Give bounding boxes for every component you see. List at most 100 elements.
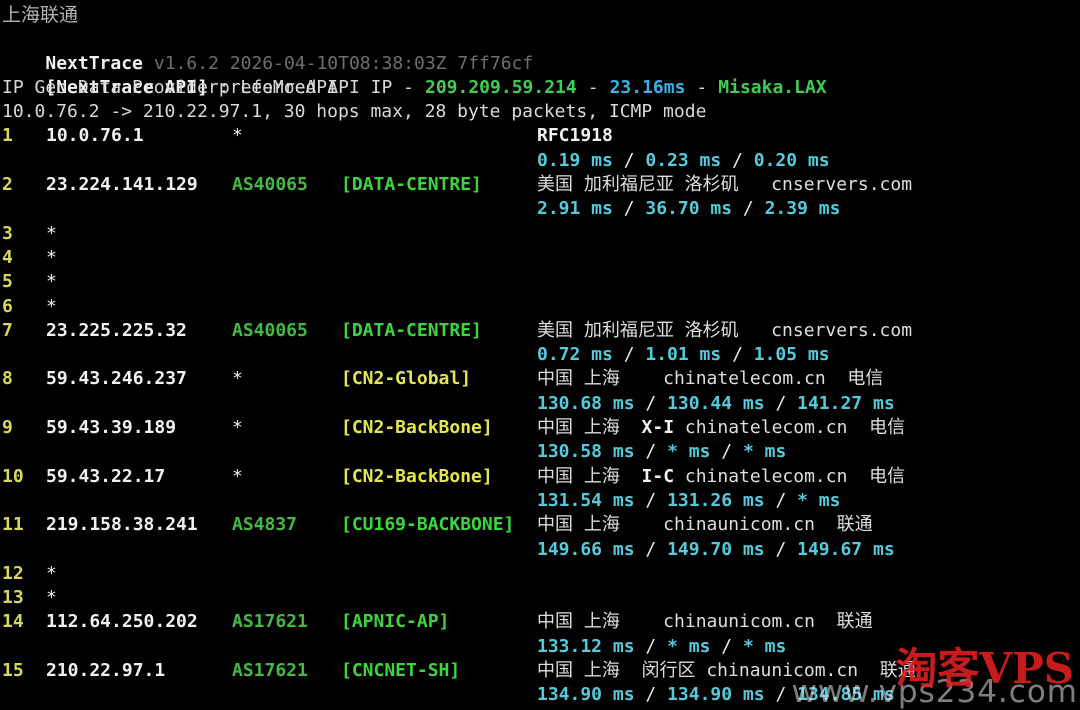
window-title: 上海联通 xyxy=(2,4,79,26)
hop-asn: * xyxy=(232,417,243,439)
rtt-separator: / xyxy=(634,441,668,463)
rtt-separator: / xyxy=(612,344,646,366)
rtt-separator: / xyxy=(721,149,754,171)
geo-segment: 美国 加利福尼亚 洛杉矶 cnservers.com xyxy=(537,174,913,196)
rtt-separator: / xyxy=(634,489,668,511)
hop-asn: AS4837 xyxy=(232,514,298,536)
hop-rtt: 0.19 ms / 0.23 ms / 0.20 ms xyxy=(537,149,830,173)
rtt-separator: / xyxy=(634,392,668,414)
hop-row: 1 10.0.76.1 * RFC1918 xyxy=(0,124,1080,148)
trace-summary-line: 10.0.76.2 -> 210.22.97.1, 30 hops max, 2… xyxy=(2,101,707,123)
hop-geo: 中国 上海 I-C chinatelecom.cn 电信 xyxy=(537,465,905,489)
hop-ip: * xyxy=(46,295,57,317)
hop-row: 5 * xyxy=(0,270,1080,294)
rtt-value: 149.66 ms xyxy=(537,538,635,560)
api-latency: 23.16ms xyxy=(609,76,686,98)
hop-row: 2 23.224.141.129 AS40065 [DATA-CENTRE] 美国 加利… xyxy=(0,173,1080,197)
hop-geo: 中国 上海 chinaunicom.cn 联通 xyxy=(537,610,873,634)
rtt-value: 130.58 ms xyxy=(537,441,635,463)
rtt-separator: / xyxy=(612,149,646,171)
api-label: [NextTrace API] xyxy=(45,76,208,98)
hop-row: 4 * xyxy=(0,246,1080,270)
rtt-value: 36.70 ms xyxy=(645,198,733,220)
api-line: [NextTrace API] preferred API IP - 209.209… xyxy=(0,52,1080,98)
hop-tag: [CN2-Global] xyxy=(341,368,472,390)
hop-ip: * xyxy=(46,246,57,268)
hop-geo: RFC1918 xyxy=(537,124,613,148)
hop-asn: * xyxy=(232,368,243,390)
rtt-value: 2.91 ms xyxy=(537,198,613,220)
hop-rtt: 134.90 ms / 134.90 ms / 134.85 ms xyxy=(537,683,895,707)
rtt-value: 149.70 ms xyxy=(667,538,765,560)
geo-segment: 中国 上海 chinaunicom.cn 联通 xyxy=(537,611,873,633)
hop-ip: 10.0.76.1 xyxy=(46,125,144,147)
hop-asn: AS17621 xyxy=(232,611,308,633)
rtt-separator: / xyxy=(710,441,743,463)
hop-row: 14 112.64.250.202 AS17621 [APNIC-AP] 中国 上海 c… xyxy=(0,610,1080,634)
hop-rtt: 130.68 ms / 130.44 ms / 141.27 ms xyxy=(537,392,895,416)
rtt-separator: / xyxy=(612,198,646,220)
geo-segment: I-C xyxy=(641,465,675,487)
hop-tag: [CN2-BackBone] xyxy=(341,417,493,439)
hop-rtt-row: 0.19 ms / 0.23 ms / 0.20 ms xyxy=(0,149,1080,173)
rtt-value: 131.26 ms xyxy=(667,489,765,511)
hop-number: 12 xyxy=(2,562,24,584)
hop-rtt: 130.58 ms / * ms / * ms xyxy=(537,440,786,464)
hop-ip: 112.64.250.202 xyxy=(46,611,198,633)
hop-number: 14 xyxy=(2,611,24,633)
hop-ip: * xyxy=(46,587,57,609)
separator: - xyxy=(696,76,708,98)
geo-segment: chinatelecom.cn 电信 xyxy=(674,417,906,439)
version-line: NextTrace v1.6.2 2026-04-10T08:38:03Z 7ff… xyxy=(0,27,1080,74)
rtt-separator: / xyxy=(634,635,668,657)
hop-geo: 美国 加利福尼亚 洛杉矶 cnservers.com xyxy=(537,319,912,343)
rtt-separator: / xyxy=(732,198,765,220)
version-info: v1.6.2 2026-04-10T08:38:03Z 7ff76cf xyxy=(153,52,534,74)
rtt-value: 133.12 ms xyxy=(537,635,635,657)
hop-ip: * xyxy=(46,222,57,244)
rtt-value: 134.90 ms xyxy=(667,684,765,706)
rtt-value: * ms xyxy=(667,441,711,463)
hop-rtt-row: 149.66 ms / 149.70 ms / 149.67 ms xyxy=(0,538,1080,562)
rtt-separator: / xyxy=(764,392,798,414)
rtt-value: 2.39 ms xyxy=(764,198,841,220)
api-node: Misaka.LAX xyxy=(718,76,827,98)
rtt-value: 130.44 ms xyxy=(667,392,765,414)
hop-asn: AS40065 xyxy=(232,174,308,196)
hop-number: 9 xyxy=(2,417,13,439)
rtt-value: 134.90 ms xyxy=(537,684,635,706)
hop-tag: [DATA-CENTRE] xyxy=(341,174,482,196)
hop-number: 13 xyxy=(2,587,24,609)
hop-rtt-row: 131.54 ms / 131.26 ms / * ms xyxy=(0,489,1080,513)
hop-ip: 59.43.22.17 xyxy=(46,465,166,487)
rtt-value: 141.27 ms xyxy=(797,392,895,414)
hop-rtt: 2.91 ms / 36.70 ms / 2.39 ms xyxy=(537,197,840,221)
hop-ip: 23.224.141.129 xyxy=(46,174,198,196)
hop-tag: [APNIC-AP] xyxy=(341,611,450,633)
rtt-value: 0.19 ms xyxy=(537,149,613,171)
rtt-value: 1.05 ms xyxy=(753,344,830,366)
rtt-separator: / xyxy=(710,635,743,657)
hop-number: 8 xyxy=(2,368,13,390)
hop-row: 3 * xyxy=(0,222,1080,246)
api-text: preferred API IP - xyxy=(218,76,414,98)
rtt-separator: / xyxy=(634,684,668,706)
rtt-separator: / xyxy=(764,489,798,511)
rtt-separator: / xyxy=(634,538,668,560)
hop-geo: 中国 上海 chinatelecom.cn 电信 xyxy=(537,367,883,391)
rtt-value: 149.67 ms xyxy=(797,538,895,560)
hop-tag: [CU169-BACKBONE] xyxy=(341,514,515,536)
hop-geo: 美国 加利福尼亚 洛杉矶 cnservers.com xyxy=(537,173,912,197)
hop-number: 3 xyxy=(2,222,13,244)
geo-provider-line: IP Geo Data Provider: LeoMoeAPI xyxy=(2,76,338,98)
hop-asn: * xyxy=(232,125,243,147)
geo-segment: 中国 上海 chinaunicom.cn 联通 xyxy=(537,514,873,536)
hop-row: 12 * xyxy=(0,562,1080,586)
rtt-separator: / xyxy=(764,684,798,706)
hop-asn: AS40065 xyxy=(232,319,308,341)
hop-list: 1 10.0.76.1 * RFC1918 0.19 ms / 0.23 ms / 0.… xyxy=(0,124,1080,707)
hop-rtt-row: 130.68 ms / 130.44 ms / 141.27 ms xyxy=(0,392,1080,416)
hop-number: 4 xyxy=(2,246,13,268)
geo-segment: 中国 上海 xyxy=(537,417,642,439)
